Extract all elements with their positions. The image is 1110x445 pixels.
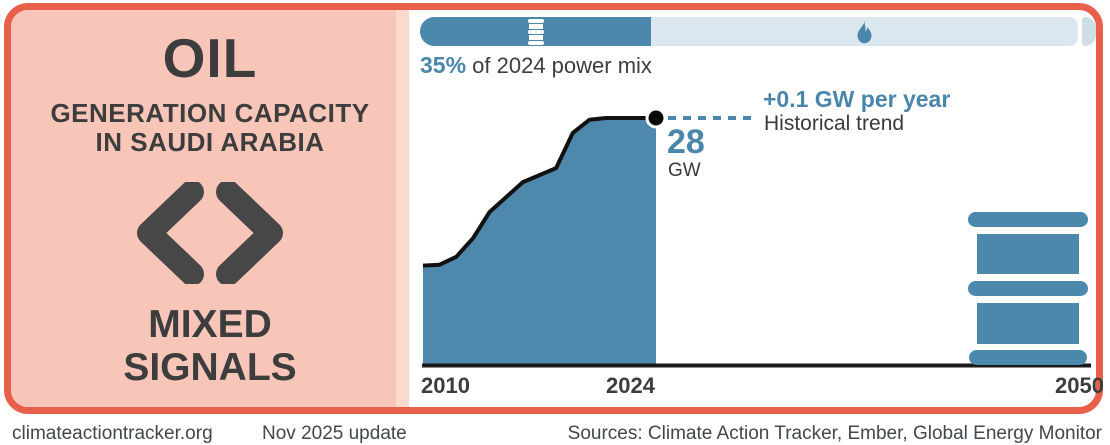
chart-area-fill	[423, 118, 656, 364]
category-panel: OIL GENERATION CAPACITY IN SAUDI ARABIA …	[11, 10, 409, 407]
power-mix-value: 35%	[420, 52, 467, 78]
oil-barrel-icon	[527, 18, 544, 45]
verdict-text: MIXED SIGNALS	[123, 303, 296, 389]
capacity-area-chart	[422, 110, 1091, 368]
category-title: OIL	[162, 27, 258, 89]
site-url: climateactiontracker.org	[12, 423, 213, 444]
update-date: Nov 2025 update	[262, 423, 407, 444]
panel-edge-strip	[396, 10, 409, 407]
power-mix-bar	[420, 17, 1096, 46]
oil-barrel-illustration	[968, 212, 1088, 365]
panel-subtitle-line2: IN SAUDI ARABIA	[95, 127, 325, 157]
panel-subtitle: GENERATION CAPACITY IN SAUDI ARABIA	[50, 99, 369, 157]
verdict-line2: SIGNALS	[123, 346, 297, 389]
panel-subtitle-line1: GENERATION CAPACITY	[50, 98, 370, 128]
bar-segment-oil	[420, 17, 651, 46]
sources-credit: Sources: Climate Action Tracker, Ember, …	[567, 423, 1102, 444]
x-tick-2010: 2010	[421, 373, 470, 398]
flame-icon	[857, 20, 872, 43]
x-tick-2050: 2050	[1055, 373, 1104, 398]
trend-annotation-label: Historical trend	[764, 112, 905, 135]
end-value-unit: GW	[668, 160, 701, 181]
power-mix-caption: 35% of 2024 power mix	[420, 52, 652, 79]
x-tick-2024: 2024	[606, 373, 655, 398]
chart-line	[422, 116, 656, 268]
verdict-line1: MIXED	[148, 303, 272, 346]
trend-annotation: +0.1 GW per year	[763, 86, 951, 112]
mixed-signals-chevrons-icon	[137, 182, 283, 284]
infographic-card: OIL GENERATION CAPACITY IN SAUDI ARABIA …	[4, 3, 1103, 414]
bar-segment-other-fuel	[651, 17, 1078, 46]
end-value: 28	[667, 123, 705, 161]
bar-segment-remainder	[1082, 17, 1096, 46]
end-point-marker	[645, 110, 667, 129]
power-mix-caption-rest: of 2024 power mix	[466, 53, 652, 78]
